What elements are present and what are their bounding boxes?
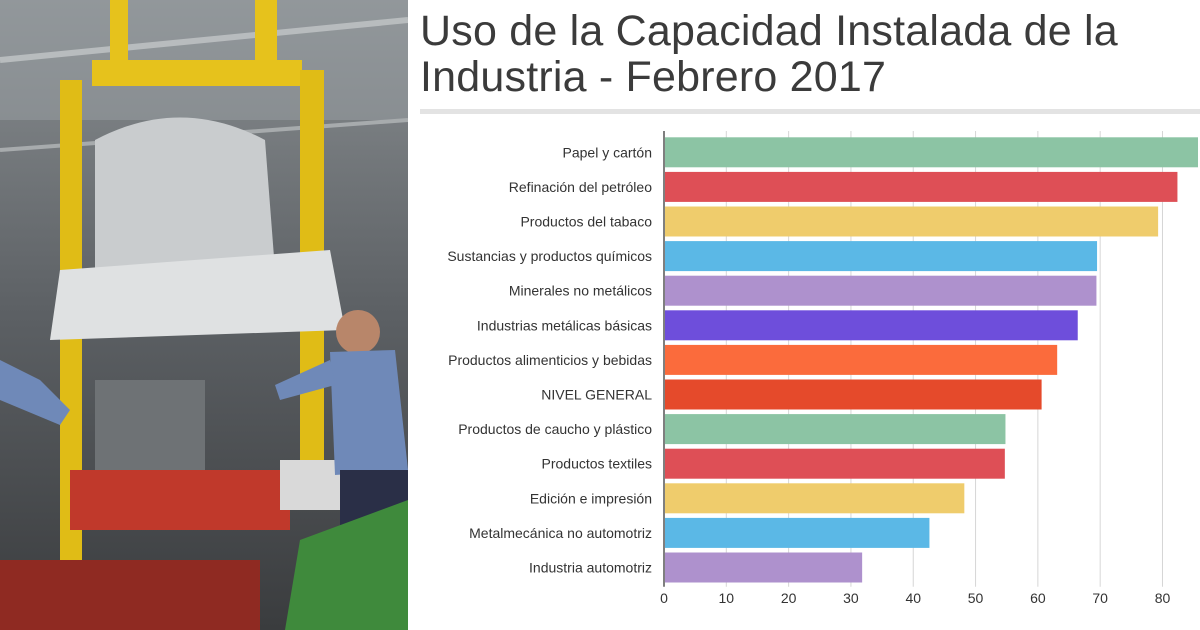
title-divider bbox=[420, 109, 1200, 114]
x-tick-label: 40 bbox=[905, 590, 921, 606]
bar bbox=[665, 344, 1058, 375]
bar bbox=[665, 448, 1005, 479]
category-label: Minerales no metálicos bbox=[509, 283, 652, 299]
category-label: NIVEL GENERAL bbox=[541, 387, 652, 403]
bar bbox=[665, 241, 1098, 272]
category-label: Industrias metálicas básicas bbox=[477, 317, 652, 333]
x-tick-label: 10 bbox=[719, 590, 735, 606]
factory-photo bbox=[0, 0, 408, 630]
category-label: Sustancias y productos químicos bbox=[447, 248, 652, 264]
bar bbox=[665, 517, 930, 548]
category-label: Productos del tabaco bbox=[520, 214, 652, 230]
bar bbox=[665, 310, 1078, 341]
capacity-bar-chart: Papel y cartón Refinación del petróleo Pro… bbox=[447, 131, 1198, 606]
x-tick-label: 60 bbox=[1030, 590, 1046, 606]
x-tick-label: 80 bbox=[1155, 590, 1171, 606]
x-tick-label: 50 bbox=[968, 590, 984, 606]
bar bbox=[665, 137, 1198, 168]
bar bbox=[665, 552, 863, 583]
x-tick-label: 70 bbox=[1092, 590, 1108, 606]
bar bbox=[665, 414, 1006, 445]
x-tick-label: 20 bbox=[781, 590, 797, 606]
category-label: Papel y cartón bbox=[563, 144, 653, 160]
chart-title: Uso de la Capacidad Instalada de la Indu… bbox=[420, 7, 1118, 101]
category-label: Productos de caucho y plástico bbox=[458, 421, 652, 437]
category-label: Refinación del petróleo bbox=[509, 179, 652, 195]
category-label: Productos alimenticios y bebidas bbox=[448, 352, 652, 368]
bar bbox=[665, 275, 1097, 306]
category-label: Productos textiles bbox=[542, 456, 653, 472]
bar bbox=[665, 206, 1159, 237]
category-label: Metalmecánica no automotriz bbox=[469, 525, 652, 541]
category-label: Industria automotriz bbox=[529, 560, 652, 576]
x-tick-label: 30 bbox=[843, 590, 859, 606]
chart-panel: Uso de la Capacidad Instalada de la Indu… bbox=[408, 0, 1200, 630]
bar bbox=[665, 379, 1042, 410]
category-label: Edición e impresión bbox=[530, 490, 652, 506]
bar bbox=[665, 171, 1178, 202]
x-tick-label: 0 bbox=[660, 590, 668, 606]
car-assembly-line-photo-icon bbox=[0, 0, 408, 630]
bar bbox=[665, 483, 965, 514]
